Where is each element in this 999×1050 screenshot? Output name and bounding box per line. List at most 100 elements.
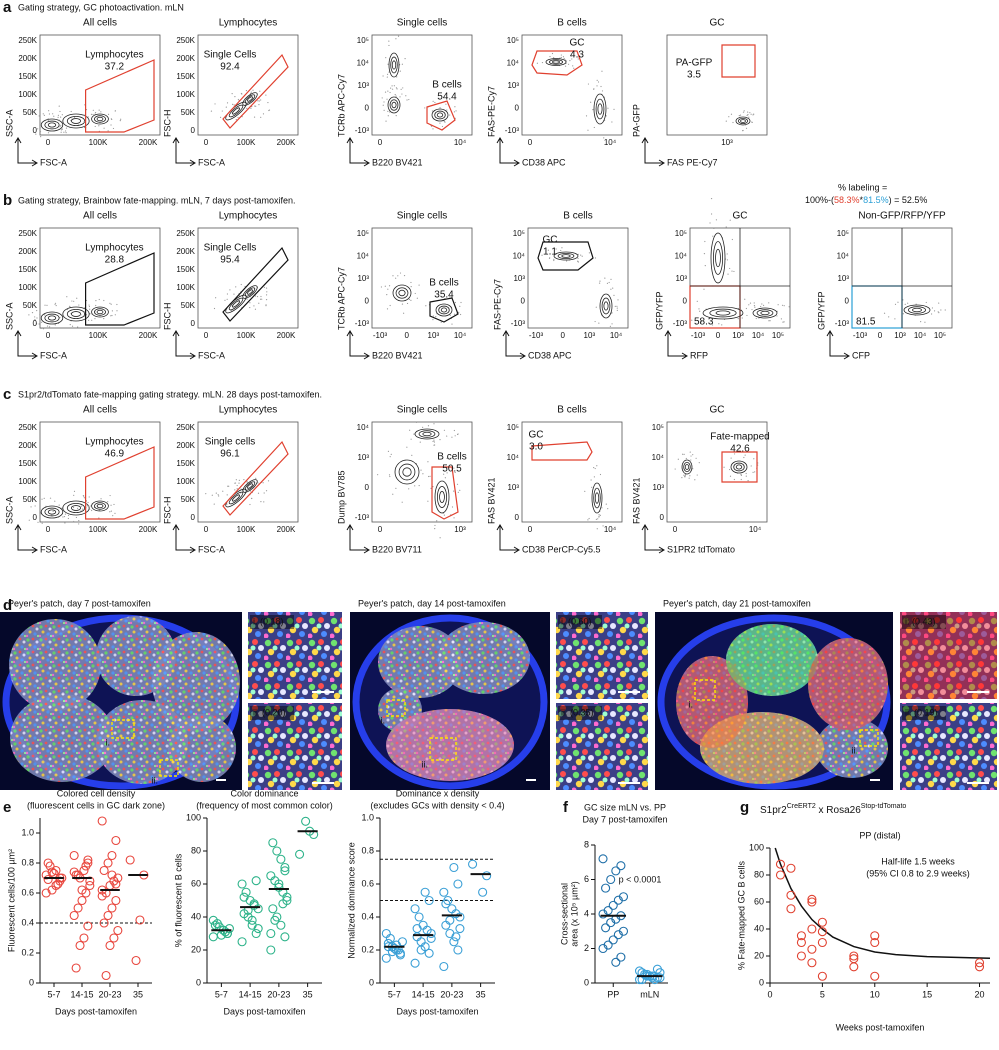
y-axis-label: FAS-PE-Cy7 (492, 279, 502, 330)
title-part: S1pr2 (760, 805, 787, 816)
y-tick-label: -10³ (673, 319, 688, 328)
y-tick-label: 0 (29, 977, 34, 987)
event-dot (66, 296, 68, 298)
event-dot (431, 110, 434, 112)
event-dot (406, 99, 408, 101)
event-dot (410, 299, 412, 301)
data-point (45, 861, 55, 871)
event-dot (210, 110, 213, 112)
x-tick-label: 20-23 (267, 989, 290, 999)
event-dot (699, 310, 701, 312)
event-dot (753, 458, 755, 460)
y-tick-label: 0 (33, 319, 38, 328)
event-dot (768, 320, 770, 322)
event-dot (112, 515, 114, 517)
y-axis-label: FAS BV421 (631, 477, 641, 524)
formula: 100%-(58.3%*81.5%) = 52.5% (805, 195, 927, 205)
event-dot (432, 319, 434, 321)
y-tick-label: 0 (759, 977, 764, 987)
event-dot (98, 125, 100, 127)
contour (40, 311, 64, 325)
event-dot (432, 100, 434, 102)
data-point (775, 870, 786, 880)
event-dot (250, 107, 252, 110)
event-dot (85, 314, 88, 316)
event-dot (404, 57, 406, 60)
follicle (808, 638, 888, 730)
x-tick-label: 5 (820, 989, 825, 999)
contour (599, 293, 613, 319)
data-point (817, 971, 827, 981)
event-dot (419, 441, 421, 443)
y-tick-label: 8 (584, 839, 589, 849)
x-tick-label: 100K (89, 138, 108, 147)
event-dot (434, 527, 436, 530)
event-dot (83, 126, 86, 129)
y-tick-label: 10³ (357, 453, 369, 462)
event-dot (387, 450, 390, 453)
y-tick-label: 250K (18, 36, 37, 45)
formula-part: 100%-( (805, 195, 834, 205)
event-dot (267, 101, 269, 104)
data-point (395, 950, 405, 960)
x-axis-label: Days post-tamoxifen (55, 1006, 137, 1016)
event-dot (63, 515, 66, 518)
event-dot (593, 126, 595, 129)
event-dot (388, 71, 390, 73)
gate (222, 246, 289, 322)
event-dot (111, 118, 113, 121)
y-tick-label: 0 (33, 126, 38, 135)
event-dot (726, 259, 729, 261)
gate-value: 42.6 (730, 444, 750, 455)
event-dot (422, 426, 424, 429)
event-dot (753, 305, 756, 307)
event-dot (226, 503, 228, 505)
contour (387, 96, 401, 114)
event-dot (683, 453, 685, 455)
event-dot (262, 482, 264, 484)
x-tick-label: 0 (378, 138, 383, 147)
gate-value: 28.8 (105, 255, 125, 266)
y-tick-label: 0 (191, 319, 196, 328)
event-dot (413, 433, 415, 435)
event-dot (446, 457, 448, 460)
event-dot (596, 528, 598, 530)
y-tick-label: 200K (176, 247, 195, 256)
panel-label: g (740, 799, 749, 816)
x-axis-label: Days post-tamoxifen (396, 1006, 478, 1016)
contour (232, 107, 240, 115)
event-dot (745, 127, 748, 129)
event-dot (752, 114, 754, 116)
event-dot (255, 477, 257, 479)
data-point (103, 858, 113, 868)
event-dot (432, 128, 434, 130)
event-dot (721, 324, 723, 326)
y-tick-label: 100K (176, 283, 195, 292)
event-dot (454, 471, 456, 474)
event-dot (246, 481, 248, 483)
event-dot (59, 316, 61, 319)
event-dot (585, 115, 588, 117)
event-dot (98, 517, 100, 519)
data-point (103, 910, 113, 921)
event-dot (755, 317, 757, 320)
y-tick-label: 200K (176, 441, 195, 450)
event-dot (396, 88, 398, 90)
event-dot (605, 503, 607, 505)
event-dot (267, 480, 270, 482)
event-dot (728, 468, 731, 471)
event-dot (743, 110, 745, 112)
event-dot (422, 473, 424, 475)
contour (603, 301, 609, 311)
event-dot (233, 104, 235, 106)
y-tick-label: 10⁵ (837, 229, 849, 238)
gate-name: Lymphocytes (85, 243, 144, 254)
event-dot (36, 323, 38, 325)
y-axis-label: FSC-H (162, 497, 172, 525)
event-dot (406, 302, 409, 305)
event-dot (254, 295, 257, 297)
event-dot (446, 109, 448, 111)
event-dot (712, 235, 714, 237)
